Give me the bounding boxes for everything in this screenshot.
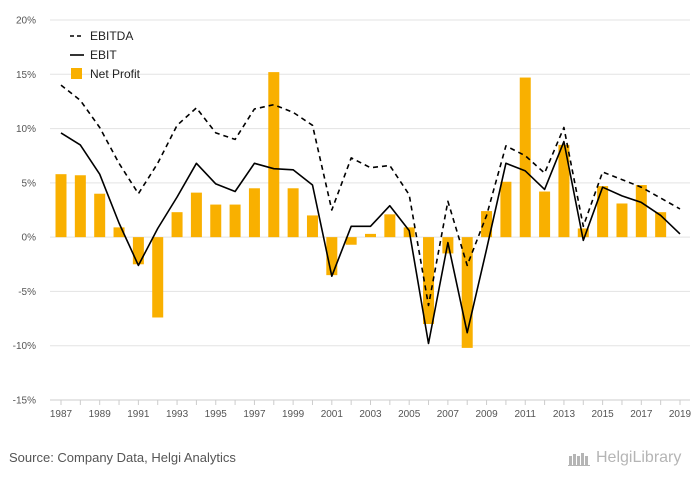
net-profit-bar — [287, 188, 299, 238]
legend: EBITDA EBIT Net Profit — [70, 29, 141, 81]
y-axis-tick-labels: -15% -10% -5% 0% 5% 10% 15% 20% — [13, 16, 36, 407]
net-profit-bar — [113, 227, 125, 238]
brand-logo: HelgiLibrary — [568, 449, 681, 467]
y-tick-label: 20% — [16, 16, 36, 27]
net-profit-bar — [539, 191, 551, 238]
net-profit-bar — [461, 237, 473, 348]
net-profit-bar — [616, 203, 628, 238]
x-tick-label: 1997 — [243, 409, 266, 420]
x-tick-label: 2011 — [514, 409, 536, 420]
net-profit-bar — [500, 181, 512, 238]
ebit-line — [60, 132, 681, 345]
x-tick-label: 1995 — [205, 409, 228, 420]
net-profit-bar — [152, 237, 164, 318]
x-tick-label: 2017 — [630, 409, 653, 420]
x-tick-label: 1991 — [127, 409, 150, 420]
net-profit-bar — [132, 237, 144, 265]
net-profit-bars — [55, 72, 667, 348]
x-tick-label: 2007 — [437, 409, 460, 420]
source-note: Source: Company Data, Helgi Analytics — [9, 450, 236, 465]
net-profit-bar — [519, 77, 531, 238]
net-profit-bar — [268, 72, 280, 238]
net-profit-bar — [577, 228, 589, 238]
x-tick-label: 2009 — [475, 409, 498, 420]
x-tick-label: 2003 — [359, 409, 382, 420]
y-tick-label: 15% — [16, 70, 36, 81]
net-profit-bar — [326, 237, 338, 276]
net-profit-bar — [94, 193, 106, 238]
net-profit-bar — [306, 215, 318, 238]
net-profit-bar — [229, 204, 241, 238]
legend-swatch — [71, 68, 82, 79]
net-profit-bar — [558, 144, 570, 238]
x-tick-label: 1989 — [89, 409, 112, 420]
legend-label: EBIT — [90, 48, 117, 62]
y-tick-label: 5% — [22, 178, 37, 189]
net-profit-bar — [190, 192, 202, 238]
net-profit-bar — [635, 185, 647, 238]
net-profit-bar — [345, 237, 357, 245]
net-profit-bar — [423, 237, 435, 324]
x-tick-label: 2005 — [398, 409, 421, 420]
net-profit-bar — [74, 175, 86, 238]
net-profit-bar — [210, 204, 222, 238]
legend-label: Net Profit — [90, 67, 141, 81]
x-tick-label: 1999 — [282, 409, 305, 420]
x-tick-label: 2015 — [592, 409, 615, 420]
library-icon — [568, 453, 590, 466]
x-tick-label: 2013 — [553, 409, 576, 420]
series-lines — [60, 84, 681, 345]
net-profit-bar — [384, 214, 396, 238]
ebitda-line — [60, 84, 681, 307]
x-tick-label: 2019 — [669, 409, 692, 420]
net-profit-bar — [55, 174, 67, 238]
net-profit-bar — [365, 233, 376, 238]
y-tick-label: -15% — [13, 396, 36, 407]
x-tick-label: 2001 — [321, 409, 344, 420]
brand-name: HelgiLibrary — [596, 449, 682, 466]
y-tick-label: 10% — [16, 124, 36, 135]
legend-label: EBITDA — [90, 29, 133, 43]
x-axis-tick-labels: 1987 1989 1991 1993 1995 1997 1999 2001 2003 2005… — [50, 400, 692, 420]
y-tick-label: -5% — [18, 287, 36, 298]
net-profit-bar — [597, 186, 609, 238]
net-profit-bar — [248, 188, 260, 238]
y-tick-label: -10% — [13, 341, 36, 352]
y-tick-label: 0% — [22, 233, 37, 244]
net-profit-bar — [481, 211, 493, 238]
net-profit-bar — [655, 212, 667, 238]
x-tick-label: 1993 — [166, 409, 189, 420]
x-tick-label: 1987 — [50, 409, 73, 420]
net-profit-bar — [171, 212, 183, 238]
